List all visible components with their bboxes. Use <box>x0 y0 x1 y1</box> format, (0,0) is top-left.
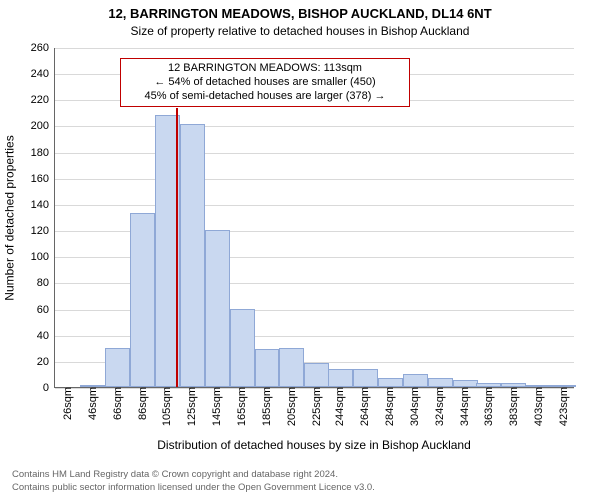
y-tick-label: 160 <box>31 173 55 185</box>
x-tick-label: 165sqm <box>234 387 248 426</box>
x-tick-label: 284sqm <box>382 387 396 426</box>
chart-title-main: 12, BARRINGTON MEADOWS, BISHOP AUCKLAND,… <box>0 6 600 21</box>
x-tick-label: 145sqm <box>209 387 223 426</box>
x-tick-label: 86sqm <box>135 387 149 420</box>
annotation-line: ← 54% of detached houses are smaller (45… <box>127 76 403 90</box>
histogram-bar <box>328 369 353 387</box>
histogram-bar <box>353 369 378 387</box>
gridline <box>55 205 574 206</box>
y-axis-label: Number of detached properties <box>3 135 17 300</box>
x-tick-label: 185sqm <box>259 387 273 426</box>
y-tick-label: 80 <box>37 277 55 289</box>
y-axis-label-wrap: Number of detached properties <box>2 48 18 388</box>
annotation-line: 12 BARRINGTON MEADOWS: 113sqm <box>127 62 403 76</box>
histogram-bar <box>378 378 403 387</box>
y-tick-label: 100 <box>31 251 55 263</box>
x-tick-label: 264sqm <box>357 387 371 426</box>
histogram-bar <box>403 374 428 387</box>
x-tick-label: 26sqm <box>60 387 74 420</box>
attribution-line-2: Contains public sector information licen… <box>12 482 375 494</box>
gridline <box>55 179 574 180</box>
x-tick-label: 304sqm <box>407 387 421 426</box>
gridline <box>55 153 574 154</box>
histogram-bar <box>304 363 329 387</box>
y-tick-label: 260 <box>31 42 55 54</box>
x-tick-label: 205sqm <box>284 387 298 426</box>
y-tick-label: 220 <box>31 94 55 106</box>
histogram-bar <box>205 230 230 387</box>
y-tick-label: 20 <box>37 356 55 368</box>
gridline <box>55 48 574 49</box>
x-tick-label: 423sqm <box>556 387 570 426</box>
histogram-bar <box>180 124 205 387</box>
x-tick-label: 363sqm <box>481 387 495 426</box>
chart-container: 12, BARRINGTON MEADOWS, BISHOP AUCKLAND,… <box>0 0 600 500</box>
x-tick-label: 46sqm <box>85 387 99 420</box>
x-axis-label: Distribution of detached houses by size … <box>54 438 574 452</box>
marker-line <box>176 108 178 387</box>
x-tick-label: 324sqm <box>432 387 446 426</box>
y-tick-label: 240 <box>31 68 55 80</box>
x-tick-label: 383sqm <box>506 387 520 426</box>
annotation-box: 12 BARRINGTON MEADOWS: 113sqm← 54% of de… <box>120 58 410 107</box>
gridline <box>55 126 574 127</box>
attribution-line-1: Contains HM Land Registry data © Crown c… <box>12 469 375 481</box>
histogram-bar <box>105 348 130 387</box>
x-tick-label: 125sqm <box>184 387 198 426</box>
y-tick-label: 0 <box>43 382 55 394</box>
chart-title-sub: Size of property relative to detached ho… <box>0 24 600 38</box>
y-tick-label: 180 <box>31 147 55 159</box>
y-tick-label: 40 <box>37 330 55 342</box>
x-tick-label: 66sqm <box>110 387 124 420</box>
histogram-bar <box>279 348 304 387</box>
y-tick-label: 200 <box>31 120 55 132</box>
plot-area: 02040608010012014016018020022024026026sq… <box>54 48 574 388</box>
annotation-line: 45% of semi-detached houses are larger (… <box>127 90 403 104</box>
histogram-bar <box>130 213 155 387</box>
attribution-text: Contains HM Land Registry data © Crown c… <box>12 469 375 494</box>
y-tick-label: 60 <box>37 304 55 316</box>
x-tick-label: 105sqm <box>159 387 173 426</box>
x-tick-label: 244sqm <box>332 387 346 426</box>
histogram-bar <box>230 309 255 387</box>
histogram-bar <box>428 378 453 387</box>
x-tick-label: 225sqm <box>309 387 323 426</box>
x-tick-label: 403sqm <box>531 387 545 426</box>
y-tick-label: 140 <box>31 199 55 211</box>
histogram-bar <box>255 349 280 387</box>
x-tick-label: 344sqm <box>457 387 471 426</box>
y-tick-label: 120 <box>31 225 55 237</box>
